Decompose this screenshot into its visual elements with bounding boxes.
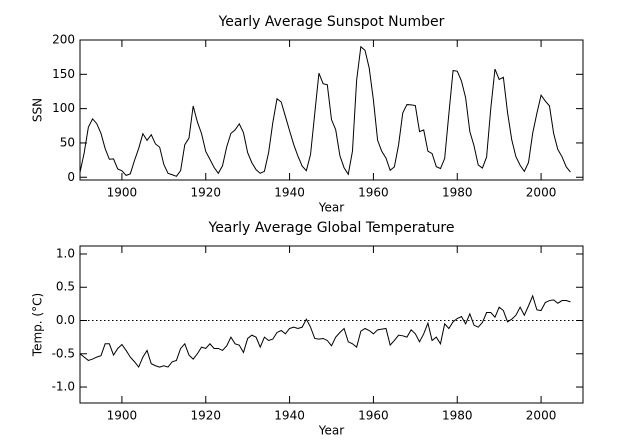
y-axis-label: Temp. (°C)	[31, 293, 45, 357]
x-tick-label: 1920	[190, 409, 221, 423]
plot-frame	[79, 245, 584, 404]
x-axis-label: Year	[318, 201, 344, 215]
x-tick-label: 2000	[526, 186, 557, 200]
x-tick-label: 1940	[274, 186, 305, 200]
x-tick-label: 1960	[358, 186, 389, 200]
x-tick-label: 1980	[442, 186, 473, 200]
y-tick-label: 0.5	[56, 280, 75, 294]
y-axis-label: SSN	[31, 98, 45, 122]
x-tick-label: 1900	[107, 186, 138, 200]
x-tick-label: 1960	[358, 409, 389, 423]
x-tick-label: 1940	[274, 409, 305, 423]
chart-title: Yearly Average Global Temperature	[208, 220, 455, 236]
x-tick-label: 1900	[107, 409, 138, 423]
y-tick-label: 50	[60, 135, 75, 149]
y-tick-label: 0.0	[56, 313, 75, 327]
x-tick-label: 1980	[442, 409, 473, 423]
chart-title: Yearly Average Sunspot Number	[218, 14, 445, 30]
x-tick-label: 1920	[190, 186, 221, 200]
x-tick-label: 2000	[526, 409, 557, 423]
panel: Yearly Average Sunspot Number Year SSN 1900…	[31, 14, 584, 215]
y-tick-label: 100	[52, 101, 75, 115]
plot-frame	[79, 39, 584, 181]
x-axis-label: Year	[318, 424, 344, 438]
data-line	[79, 294, 571, 369]
y-tick-label: -0.5	[52, 346, 75, 360]
panel: Yearly Average Global Temperature Year Tem…	[31, 220, 584, 438]
y-tick-label: 1.0	[56, 246, 75, 260]
y-tick-label: 200	[52, 33, 75, 47]
y-tick-label: 0	[67, 170, 75, 184]
y-tick-label: -1.0	[52, 380, 75, 394]
data-line	[79, 45, 571, 177]
y-tick-label: 150	[52, 67, 75, 81]
